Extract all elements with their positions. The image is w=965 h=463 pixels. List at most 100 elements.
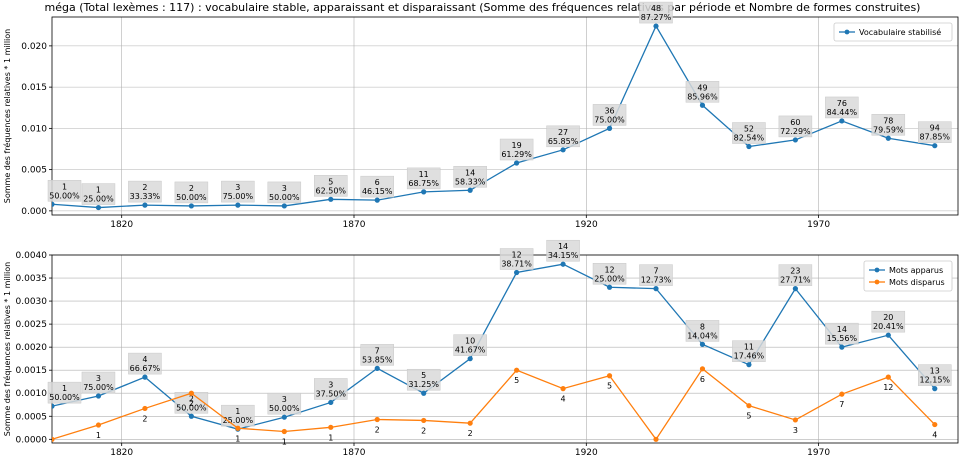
data-point: [374, 365, 380, 371]
data-point: [467, 420, 473, 426]
data-point: [374, 197, 380, 203]
plot-panel-1: 1820 1870 1920 1970 0.000 0.005 0.010 0.015 0.02…: [2, 1, 959, 230]
annotation-box: [47, 381, 82, 404]
data-point: [142, 374, 148, 380]
y-tick-label: 0.0020: [16, 343, 48, 353]
annotation-count: 19: [512, 141, 522, 150]
annotation-count: 2: [189, 184, 194, 193]
annotation-percent: 15.56%: [827, 334, 858, 343]
annotation-percent: 68.75%: [408, 179, 439, 188]
data-point: [281, 428, 287, 435]
legend-box: [863, 260, 953, 292]
annotation-percent: 82.54%: [734, 134, 765, 143]
annotation-percent: 37.50%: [316, 389, 347, 398]
annotation-box: [314, 175, 348, 197]
annotation-percent: 87.85%: [920, 133, 951, 142]
annotation-percent: 27.71%: [780, 276, 811, 285]
annotation-count: 49: [697, 83, 707, 92]
annotation-box: [685, 81, 720, 103]
data-point: [95, 204, 102, 211]
y-tick-label: 0.0035: [16, 274, 48, 284]
annotation-box: [221, 180, 255, 203]
annotation-percent: 20.41%: [873, 322, 904, 331]
annotation-percent: 50.00%: [269, 193, 300, 202]
legend-swatch-marker: [874, 279, 880, 285]
annotation-count: 52: [744, 125, 754, 134]
annotation-count: 1: [282, 437, 287, 446]
y-tick-label: 0.0010: [16, 389, 48, 399]
annotation-percent: 72.29%: [780, 127, 811, 136]
data-point: [653, 436, 659, 442]
annotation-box: [453, 334, 487, 356]
data-point: [514, 160, 520, 166]
annotation-count: 1: [96, 431, 101, 440]
y-tick-label: 0.0005: [16, 412, 48, 422]
annotation-percent: 79.59%: [873, 125, 904, 134]
plot-panel-2: 1820 1870 1920 19700.00000.00050.00100.0015…: [2, 239, 959, 458]
annotation-count: 2: [375, 426, 380, 435]
annotation-percent: 25.00%: [83, 195, 114, 204]
y-tick-label: 0.000: [21, 207, 47, 217]
annotation-percent: 34.15%: [548, 251, 579, 260]
annotation-box: [639, 264, 673, 286]
annotation-count: 3: [235, 183, 240, 192]
data-point: [374, 416, 380, 423]
annotation-box: [918, 364, 952, 386]
data-point: [467, 187, 473, 193]
annotation-box: [128, 180, 162, 203]
x-tick-label: 1820: [110, 448, 133, 458]
data-point: [328, 424, 334, 430]
annotation-box: [406, 368, 441, 391]
y-tick-label: 0.010: [21, 124, 47, 134]
annotation-count: 5: [514, 376, 519, 385]
data-point: [885, 135, 891, 141]
data-point: [95, 422, 102, 428]
annotation-count: 13: [930, 367, 940, 376]
data-point: [653, 23, 659, 29]
annotation-percent: 75.00%: [223, 192, 254, 201]
series-line: [52, 263, 936, 430]
data-point: [95, 393, 102, 399]
data-point: [235, 202, 241, 208]
annotation-box: [546, 125, 580, 148]
data-point: [885, 332, 891, 338]
data-point: [281, 203, 287, 209]
series-line: [52, 24, 935, 209]
y-tick-label: 0.0000: [16, 435, 48, 445]
annotation-count: 5: [328, 177, 333, 186]
annotation-percent: 17.46%: [734, 352, 765, 361]
annotation-count: 7: [653, 267, 658, 276]
y-tick-label: 0.005: [21, 166, 47, 176]
data-point: [932, 143, 938, 149]
annotation-percent: 65.85%: [548, 137, 579, 146]
series-line: [52, 367, 936, 441]
annotation-count: 2: [142, 414, 147, 423]
figure-title: méga (Total lexèmes : 117) : vocabulaire…: [44, 1, 921, 14]
data-point: [699, 102, 706, 108]
annotation-count: 27: [558, 128, 568, 137]
annotation-count: 1: [235, 434, 240, 443]
x-tick-label: 1820: [110, 220, 133, 230]
annotation-count: 10: [465, 337, 475, 346]
data-point: [514, 367, 520, 373]
annotation-count: 12: [512, 251, 522, 260]
data-point: [514, 269, 520, 276]
annotation-percent: 85.96%: [687, 92, 718, 101]
annotation-count: 94: [930, 124, 940, 133]
data-point: [560, 147, 566, 153]
annotation-count: 20: [883, 313, 893, 322]
annotation-percent: 66.67%: [130, 364, 161, 373]
data-point: [839, 391, 845, 397]
annotation-box: [406, 167, 441, 190]
annotation-box: [732, 122, 766, 144]
data-point: [606, 373, 613, 379]
annotation-percent: 46.15%: [362, 187, 393, 196]
annotation-count: 76: [837, 99, 847, 108]
annotation-box: [81, 183, 116, 205]
annotation-percent: 25.00%: [594, 274, 625, 283]
annotation-count: 14: [465, 168, 475, 177]
annotation-count: 4: [142, 355, 147, 364]
x-tick-label: 1970: [807, 220, 830, 230]
annotation-count: 11: [744, 343, 754, 352]
annotation-count: 3: [328, 380, 333, 389]
